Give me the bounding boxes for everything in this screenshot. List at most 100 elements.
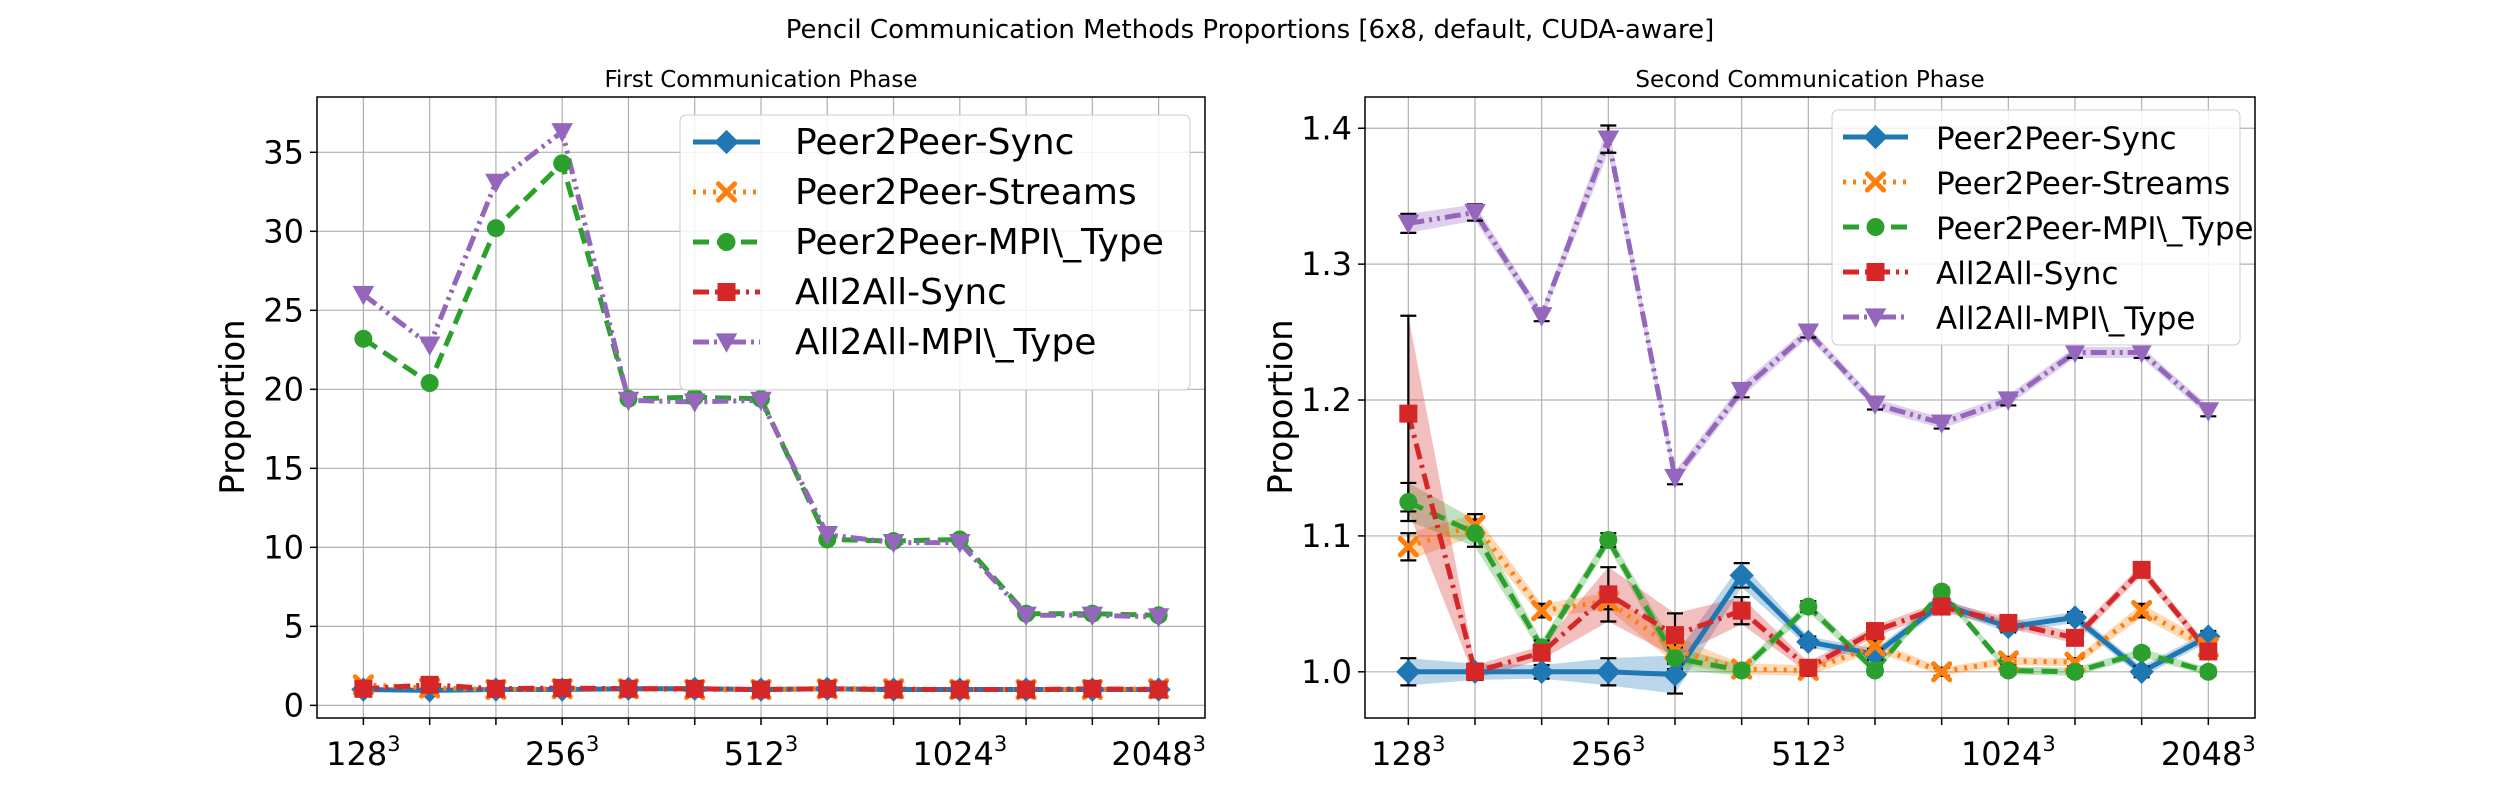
data-point bbox=[2062, 605, 2088, 630]
legend-entry: All2All-Sync bbox=[1843, 256, 2119, 292]
legend-marker bbox=[717, 233, 736, 251]
data-point bbox=[1532, 643, 1551, 662]
data-point bbox=[617, 391, 640, 412]
data-point bbox=[1666, 626, 1684, 645]
y-axis-label: Proportion bbox=[213, 319, 253, 494]
data-point bbox=[486, 219, 505, 238]
data-point bbox=[1931, 661, 1953, 683]
data-point bbox=[750, 391, 772, 412]
data-point bbox=[1999, 661, 2018, 680]
legend-label: All2All-Sync bbox=[1936, 256, 2119, 292]
x-tick-label: 10243 bbox=[912, 732, 1007, 773]
legend-marker bbox=[717, 283, 736, 301]
y-tick-label: 1.3 bbox=[1301, 245, 1352, 283]
data-point bbox=[1799, 658, 1818, 677]
y-tick-label: 30 bbox=[263, 212, 304, 250]
data-point bbox=[683, 393, 706, 413]
x-ticks: 1283 2563 5123 10243 20483 bbox=[326, 718, 1206, 773]
data-point bbox=[2064, 343, 2086, 364]
x-tick-label: 5123 bbox=[724, 732, 798, 773]
data-point bbox=[1015, 606, 1037, 627]
legend-entry: All2All-Sync bbox=[693, 272, 1007, 313]
data-point bbox=[1662, 662, 1688, 687]
data-point bbox=[1397, 214, 1420, 235]
data-point bbox=[1147, 608, 1170, 628]
data-point bbox=[949, 533, 971, 554]
legend-marker bbox=[715, 181, 738, 203]
x-ticks: 1283 2563 5123 10243 20483 bbox=[1371, 718, 2256, 773]
data-point bbox=[1796, 629, 1821, 655]
x-tick-base: 256 bbox=[525, 735, 586, 773]
plot-title: First Communication Phase bbox=[605, 67, 918, 93]
data-point bbox=[1997, 391, 2020, 411]
x-tick-exponent: 3 bbox=[586, 732, 599, 756]
x-tick-base: 1024 bbox=[912, 735, 993, 773]
data-point bbox=[1083, 679, 1102, 698]
data-point bbox=[619, 679, 638, 698]
data-point bbox=[1464, 203, 1486, 224]
legend-label: Peer2Peer-Streams bbox=[1936, 166, 2230, 202]
legend-entry: All2All-MPI\_Type bbox=[693, 322, 1096, 363]
data-point bbox=[2131, 600, 2153, 622]
data-point bbox=[2132, 560, 2151, 579]
y-tick-label: 1.4 bbox=[1301, 109, 1352, 147]
x-tick-base: 2048 bbox=[1111, 735, 1192, 773]
data-point bbox=[1399, 492, 1418, 511]
x-tick-base: 1024 bbox=[1961, 735, 2042, 773]
data-point bbox=[1864, 395, 1886, 415]
data-point bbox=[1729, 563, 1754, 588]
legend-label: All2All-MPI\_Type bbox=[795, 322, 1096, 363]
x-tick-label: 2563 bbox=[525, 732, 599, 773]
legend-marker bbox=[1866, 263, 1885, 281]
x-tick-label: 1283 bbox=[1371, 732, 1445, 773]
data-point bbox=[950, 680, 969, 699]
data-point bbox=[1866, 622, 1884, 641]
x-tick-exponent: 3 bbox=[2242, 732, 2255, 756]
data-point bbox=[2132, 643, 2151, 662]
legend: Peer2Peer-Sync Peer2Peer-Streams Peer2Peer… bbox=[1831, 109, 2254, 346]
data-point bbox=[2130, 343, 2153, 364]
x-tick-label: 1283 bbox=[326, 732, 400, 773]
x-tick-exponent: 3 bbox=[1632, 732, 1645, 756]
x-tick-label: 20483 bbox=[1111, 732, 1206, 773]
x-tick-label: 10243 bbox=[1961, 732, 2056, 773]
y-tick-label: 10 bbox=[263, 528, 304, 566]
y-tick-label: 1.1 bbox=[1301, 517, 1352, 555]
x-tick-base: 512 bbox=[1771, 735, 1832, 773]
series-markers bbox=[351, 123, 1171, 703]
y-tick-label: 0 bbox=[284, 686, 304, 724]
data-point bbox=[818, 679, 837, 698]
legend-entry: Peer2Peer-Streams bbox=[693, 172, 1137, 213]
y-tick-label: 20 bbox=[263, 370, 304, 408]
data-point bbox=[418, 336, 441, 356]
data-point bbox=[1732, 661, 1751, 680]
data-point bbox=[486, 679, 505, 698]
second-phase-chart: 1.01.11.21.31.4 1283 2563 5123 10243 20483 S… bbox=[1261, 67, 2256, 773]
legend-entry: All2All-MPI\_Type bbox=[1843, 301, 2196, 337]
data-point bbox=[882, 533, 905, 554]
legend-marker bbox=[714, 129, 739, 155]
legend: Peer2Peer-Sync Peer2Peer-Streams Peer2Peer… bbox=[679, 114, 1191, 391]
legend-entry: Peer2Peer-MPI\_Type bbox=[693, 222, 1164, 263]
data-point bbox=[1664, 468, 1686, 489]
x-tick-label: 20483 bbox=[2161, 732, 2256, 773]
x-tick-base: 2048 bbox=[2161, 735, 2242, 773]
data-point bbox=[2066, 662, 2084, 681]
data-point bbox=[2066, 628, 2084, 647]
data-point bbox=[1666, 649, 1684, 668]
data-point bbox=[420, 374, 439, 393]
y-tick-label: 25 bbox=[263, 291, 304, 329]
x-tick-base: 128 bbox=[1371, 735, 1432, 773]
legend-marker bbox=[1863, 124, 1888, 150]
data-point bbox=[1149, 680, 1168, 699]
legend-label: Peer2Peer-Streams bbox=[795, 172, 1137, 213]
x-tick-base: 512 bbox=[724, 735, 785, 773]
data-point bbox=[1930, 414, 1953, 434]
data-point bbox=[2129, 659, 2154, 684]
data-point bbox=[1599, 530, 1618, 549]
y-ticks: 0 5 10 15 20 25 30 35 bbox=[263, 133, 317, 724]
x-tick-exponent: 3 bbox=[387, 732, 400, 756]
data-point bbox=[354, 679, 373, 698]
